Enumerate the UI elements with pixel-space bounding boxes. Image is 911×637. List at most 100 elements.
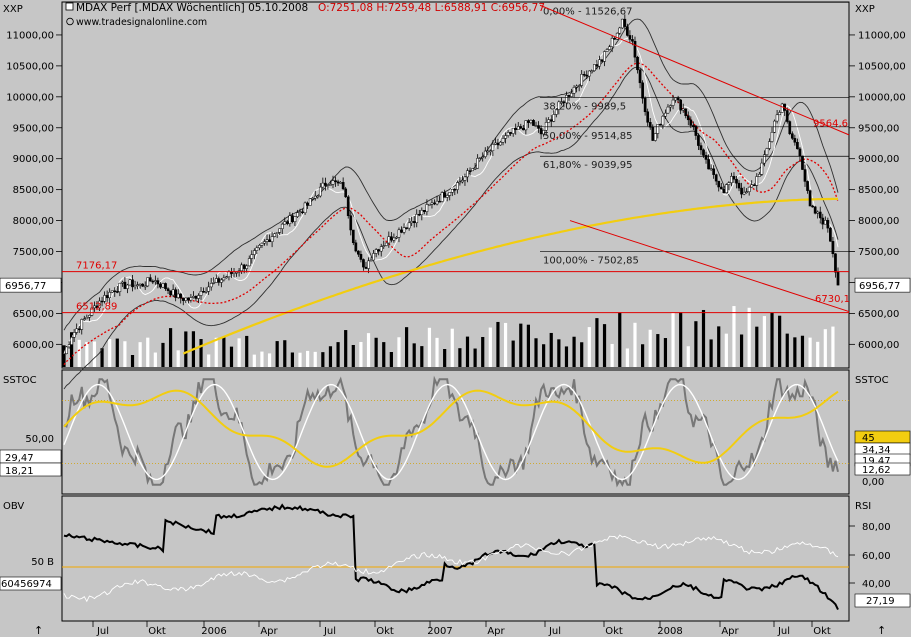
candle-body — [126, 284, 129, 289]
candle-body — [133, 285, 137, 288]
candle-body — [189, 297, 193, 301]
candle-body — [291, 215, 294, 223]
volume-bar — [679, 312, 683, 367]
candle-body — [608, 46, 611, 50]
candle-body — [643, 98, 647, 112]
candle-body — [737, 182, 741, 189]
candle-body — [836, 271, 840, 286]
candle-body — [516, 126, 520, 130]
stochastic-label-right: 0,00 — [862, 477, 884, 488]
candle-body — [382, 245, 386, 247]
x-tick-label: Apr — [487, 626, 505, 637]
candle-body — [788, 121, 792, 134]
candle-body — [159, 283, 162, 288]
trendline-upper — [539, 4, 850, 136]
candle-body — [620, 18, 624, 29]
candle-body — [534, 125, 538, 127]
candle-body — [613, 38, 617, 40]
candle-body — [339, 182, 342, 184]
candle-body — [580, 74, 584, 86]
stochastic-label-left: 50,00 — [25, 434, 54, 445]
obv-value-badge — [0, 576, 62, 591]
candle-body — [623, 18, 627, 27]
candle-body — [301, 211, 304, 214]
candle-body — [176, 293, 180, 298]
candle-body — [433, 202, 436, 205]
candle-body — [252, 250, 256, 255]
candle-body — [524, 120, 528, 131]
candle-body — [494, 142, 497, 145]
volume-bar — [800, 335, 805, 367]
volume-bar — [549, 332, 553, 367]
candle-body — [146, 277, 150, 287]
candle-body — [417, 213, 421, 216]
volume-bar — [153, 352, 157, 367]
volume-bar — [397, 337, 401, 367]
stochastic-white — [63, 383, 839, 481]
ohlc-readout: O:7251,08 H:7259,48 L:6588,91 C:6956,77 — [318, 2, 545, 14]
rsi-tick-label: 40,00 — [862, 579, 891, 590]
candle-body — [453, 189, 457, 191]
candle-body — [808, 190, 812, 207]
candle-body — [730, 176, 733, 183]
red-dotted-average — [63, 62, 839, 366]
volume-bar — [717, 326, 721, 367]
candle-body — [98, 300, 101, 309]
volume-bar — [184, 331, 188, 367]
candle-body — [626, 26, 629, 36]
candle-body — [268, 239, 271, 242]
volume-bar — [123, 341, 127, 367]
volume-bar — [366, 333, 371, 367]
candle-body — [313, 195, 317, 199]
volume-bar — [778, 315, 782, 367]
candle-body — [527, 120, 530, 123]
volume-bar — [572, 336, 576, 367]
candle-body — [656, 124, 660, 134]
candle-body — [207, 286, 210, 292]
stochastic-label-right: 19,47 — [862, 456, 891, 467]
candle-body — [542, 130, 545, 135]
candle-body — [250, 254, 254, 259]
candle-body — [684, 108, 688, 117]
candle-body — [113, 290, 117, 293]
candle-body — [514, 127, 518, 130]
volume-bar — [747, 307, 751, 367]
candle-body — [615, 32, 619, 40]
candle-body — [181, 297, 185, 301]
candle-body — [326, 184, 330, 186]
scroll-up-icon-left[interactable]: ↑ — [34, 624, 43, 637]
candle-body — [554, 109, 558, 115]
candle-body — [778, 112, 781, 116]
volume-bar — [427, 327, 432, 367]
candle-body — [242, 264, 246, 269]
candle-body — [631, 39, 634, 42]
candle-body — [740, 187, 743, 195]
candle-body — [90, 307, 94, 316]
volume-bar — [633, 322, 637, 367]
trendline-upper-label: 9564,6 — [813, 119, 848, 130]
candle-body — [463, 176, 467, 181]
candle-body — [164, 283, 167, 289]
candle-body — [831, 241, 835, 254]
chart-title[interactable]: MDAX Perf [.MDAX Wöchentlich] 05.10.2008 — [76, 2, 308, 14]
candle-body — [768, 141, 771, 149]
candle-body — [461, 180, 464, 183]
candle-body — [80, 319, 84, 330]
scroll-up-icon-right[interactable]: ↑ — [877, 624, 886, 637]
source-label: www.tradesignalonline.com — [76, 17, 207, 28]
volume-bar — [755, 326, 759, 367]
candle-body — [488, 150, 492, 153]
candle-body — [595, 64, 599, 67]
candle-body — [318, 186, 322, 197]
candle-body — [445, 195, 449, 198]
collapse-icon[interactable] — [65, 2, 74, 11]
candle-body — [676, 97, 680, 101]
candle-body — [199, 291, 203, 296]
price-tick-label-right: 9500,00 — [858, 123, 899, 134]
candle-body — [303, 202, 307, 214]
volume-bar — [77, 339, 81, 367]
candle-body — [387, 236, 391, 244]
price-tick-label-right: 7500,00 — [858, 247, 899, 258]
candle-body — [425, 204, 429, 212]
candle-body — [689, 119, 693, 126]
